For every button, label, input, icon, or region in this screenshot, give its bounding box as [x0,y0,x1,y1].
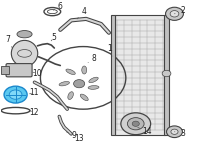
FancyBboxPatch shape [6,64,32,77]
Circle shape [4,86,27,103]
Text: 14: 14 [138,127,152,136]
Circle shape [171,129,178,134]
Ellipse shape [66,69,75,75]
Circle shape [121,113,151,135]
Text: 4: 4 [77,7,86,19]
Bar [111,15,115,135]
Text: 12: 12 [29,108,39,117]
Text: 9: 9 [66,131,76,140]
Circle shape [127,118,144,130]
Circle shape [170,11,179,17]
Text: 8: 8 [88,54,96,63]
Circle shape [167,126,182,138]
Ellipse shape [82,66,87,74]
Ellipse shape [17,31,32,38]
Text: 10: 10 [32,69,42,78]
Ellipse shape [80,94,88,101]
Circle shape [162,70,171,77]
Ellipse shape [11,40,38,66]
Text: 1: 1 [107,44,113,56]
Circle shape [9,90,22,99]
Bar [115,15,165,135]
Bar [164,15,169,135]
Ellipse shape [59,81,69,86]
Text: 11: 11 [29,88,39,97]
Circle shape [166,7,183,20]
Ellipse shape [88,86,99,89]
Text: 5: 5 [51,33,56,42]
Ellipse shape [89,77,98,83]
Text: 6: 6 [53,2,62,11]
Text: 3: 3 [174,129,185,138]
Text: 7: 7 [6,35,13,49]
Circle shape [74,80,85,88]
Text: 13: 13 [71,134,84,143]
Circle shape [132,121,139,126]
Ellipse shape [68,92,73,100]
Bar [1,66,9,74]
Text: 2: 2 [174,6,185,15]
